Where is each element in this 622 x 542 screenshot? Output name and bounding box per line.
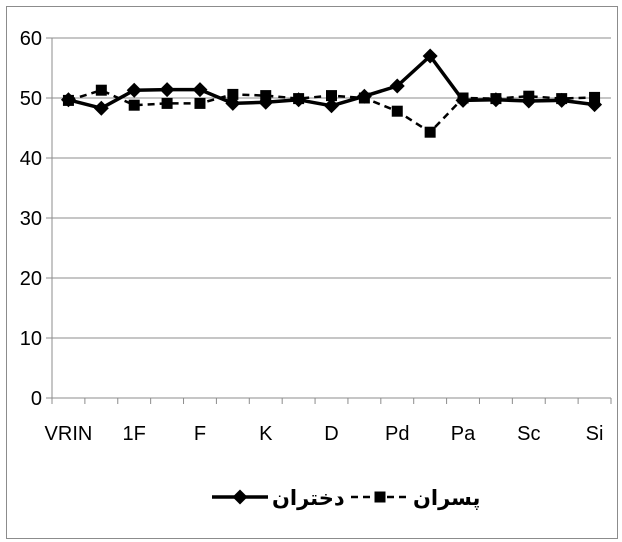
data-point-boys: [161, 97, 173, 109]
y-tick-label: 40: [20, 148, 42, 170]
y-tick-label: 60: [20, 28, 42, 50]
data-point-girls: [521, 93, 537, 109]
x-tick-label: F: [194, 423, 206, 445]
data-point-girls: [225, 95, 241, 111]
data-point-boys: [194, 97, 206, 109]
gridlines: [52, 37, 611, 339]
x-tick-label: Pa: [451, 423, 476, 445]
x-tick-label: D: [324, 423, 338, 445]
data-point-girls: [488, 92, 504, 108]
data-point-boys: [95, 84, 107, 96]
data-point-boys: [128, 99, 140, 111]
x-tick-label: Sc: [517, 423, 540, 445]
y-tick-label: 50: [20, 88, 42, 110]
x-tick-label: 1F: [123, 423, 146, 445]
data-point-boys: [391, 105, 403, 117]
y-tick-labels: 0 10 20 30 40 50 60: [20, 28, 42, 410]
data-point-girls: [93, 100, 109, 116]
data-point-girls: [126, 82, 142, 98]
legend-label-girls: دختران: [272, 486, 345, 510]
data-point-girls: [389, 78, 405, 94]
series-markers: [60, 48, 603, 138]
x-tick-label: K: [259, 423, 273, 445]
x-tick-labels: VRIN 1F F K D Pd Pa Sc Si: [45, 423, 604, 445]
data-point-boys: [227, 88, 239, 100]
data-point-girls: [60, 92, 76, 108]
x-tick-label: Pd: [385, 423, 409, 445]
data-point-girls: [422, 48, 438, 64]
legend-marker-boys: [374, 491, 386, 503]
legend-label-boys: پسران: [413, 486, 480, 510]
axes: [46, 37, 612, 404]
data-point-girls: [258, 94, 274, 110]
data-point-girls: [587, 97, 603, 113]
legend-marker-girls: [232, 489, 248, 505]
data-point-boys: [326, 90, 337, 102]
data-point-girls: [159, 82, 175, 98]
x-tick-label: Si: [586, 423, 604, 445]
chart-frame: [6, 6, 618, 539]
data-point-girls: [554, 92, 570, 108]
x-tick-label: VRIN: [45, 423, 93, 445]
data-point-boys: [424, 126, 436, 138]
data-point-girls: [291, 92, 307, 108]
data-point-girls: [324, 98, 339, 114]
data-point-girls: [356, 88, 372, 104]
y-tick-label: 30: [20, 208, 42, 230]
data-point-girls: [192, 82, 208, 98]
legend: دختران پسران: [212, 486, 480, 510]
y-tick-label: 10: [20, 328, 42, 350]
y-tick-label: 20: [20, 268, 42, 290]
y-tick-label: 0: [31, 388, 42, 410]
data-point-girls: [455, 92, 471, 108]
